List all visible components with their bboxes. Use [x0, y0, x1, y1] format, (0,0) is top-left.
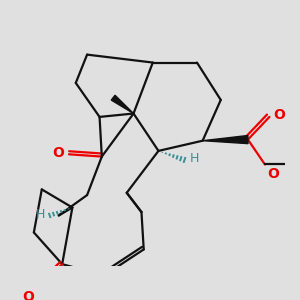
Text: O: O: [53, 146, 64, 160]
Polygon shape: [111, 95, 134, 113]
Text: O: O: [273, 108, 285, 122]
Text: O: O: [268, 167, 280, 181]
Text: H: H: [190, 152, 199, 165]
Polygon shape: [202, 136, 248, 144]
Text: H: H: [36, 208, 45, 221]
Text: O: O: [22, 290, 34, 300]
